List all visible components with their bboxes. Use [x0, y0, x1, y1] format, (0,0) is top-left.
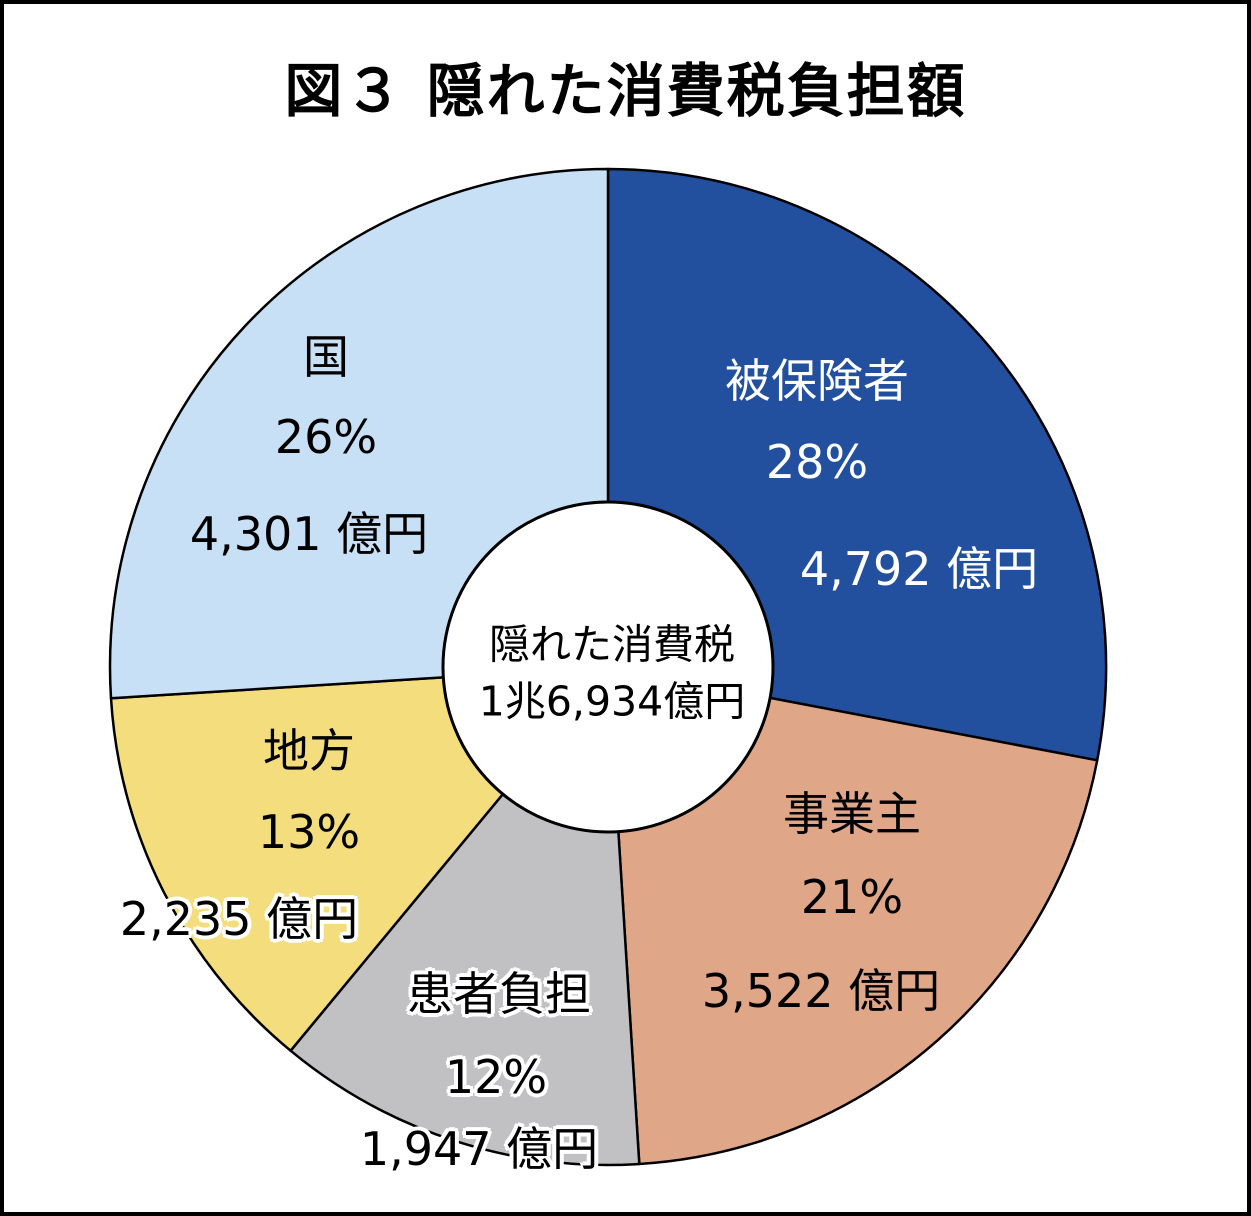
segment-national-name: 国 — [303, 330, 349, 384]
donut-center-label-line1: 隠れた消費税 — [489, 620, 735, 669]
segment-patient-percent: 12% — [444, 1050, 548, 1104]
pie-segment-employer — [606, 665, 1099, 1166]
donut-hole — [441, 500, 775, 834]
segment-insured-percent: 28% — [765, 435, 869, 489]
segment-local-value: 2,235 億円 — [119, 892, 359, 946]
segment-employer-name: 事業主 — [783, 787, 921, 841]
segment-patient-value: 1,947 億円 — [359, 1122, 599, 1176]
donut-chart — [108, 167, 1108, 1167]
segment-insured-name: 被保険者 — [725, 354, 909, 408]
segment-local-percent: 13% — [257, 805, 361, 859]
segment-employer-value: 3,522 億円 — [701, 964, 941, 1018]
chart-title: 図３ 隠れた消費税負担額 — [284, 57, 967, 125]
segment-insured-value: 4,792 億円 — [799, 542, 1039, 596]
segment-employer-percent: 21% — [800, 870, 904, 924]
segment-national-percent: 26% — [274, 410, 378, 464]
segment-patient-name: 患者負担 — [407, 967, 591, 1021]
donut-center-label-line2: 1兆6,934億円 — [478, 677, 746, 726]
segment-local-name: 地方 — [263, 724, 355, 778]
segment-national-value: 4,301 億円 — [189, 507, 429, 561]
